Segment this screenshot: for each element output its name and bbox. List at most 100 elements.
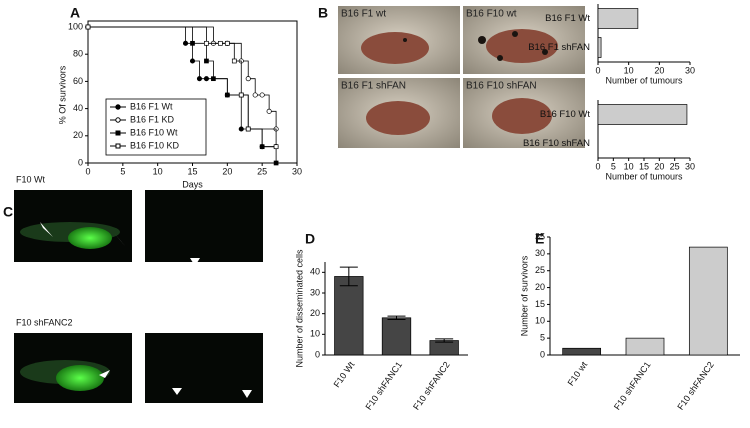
marker (218, 40, 223, 46)
x-tick-label: 30 (685, 161, 695, 171)
y-tick-label: 5 (540, 333, 545, 343)
photo-label: F10 shFANC2 (16, 317, 73, 327)
photo-grid (338, 6, 585, 148)
x-tick-label: F10 shFANC2 (675, 360, 716, 412)
image (145, 190, 263, 262)
x-tick-label: F10 shFANC1 (363, 360, 404, 412)
y-tick-label: 80 (73, 49, 83, 59)
y-tick-label: 40 (310, 267, 320, 277)
x-tick-label: 0 (595, 161, 600, 171)
x-tick-label: 0 (595, 65, 600, 75)
marker (273, 160, 279, 166)
bar (597, 8, 639, 29)
marker (204, 40, 209, 46)
x-axis-label: Days (182, 179, 203, 189)
photo-label: B16 F10 wt (466, 9, 517, 20)
y-tick-label: 10 (535, 316, 545, 326)
marker (224, 92, 230, 98)
x-axis-label: Number of tumours (605, 75, 683, 85)
marker (182, 40, 189, 46)
tumour-spots (403, 31, 548, 61)
marker (252, 92, 258, 98)
x-tick-label: 30 (292, 166, 302, 176)
marker (231, 58, 237, 64)
x-tick-label: 15 (187, 166, 197, 176)
marker (245, 76, 251, 82)
fluorescence-images (14, 190, 263, 403)
y-tick-label: 15 (535, 299, 545, 309)
y-tick-label: B16 F10 shFAN (523, 138, 590, 149)
y-tick-label: 20 (73, 130, 83, 140)
error-bar (387, 315, 406, 320)
x-tick-label: 15 (639, 161, 649, 171)
panel-label: A (70, 5, 80, 21)
marker (190, 40, 195, 46)
y-axis-label: % Of survivors (57, 65, 67, 124)
bar (597, 104, 688, 125)
marker (211, 76, 216, 82)
marker (85, 24, 91, 30)
y-tick-label: 0 (315, 349, 320, 359)
x-tick-label: F10 shFANC1 (612, 360, 653, 412)
marker (203, 76, 209, 82)
y-tick-label: 20 (310, 308, 320, 318)
y-tick-label: 35 (535, 231, 545, 241)
legend-label: B16 F1 Wt (130, 101, 173, 111)
y-tick-label: B16 F1 Wt (545, 13, 590, 24)
x-axis-label: Number of tumours (605, 171, 683, 181)
x-tick-label: 0 (85, 166, 90, 176)
marker (224, 40, 230, 46)
y-axis-label: Number of disseminated cells (294, 249, 304, 368)
bar (429, 340, 459, 356)
x-tick-label: 25 (670, 161, 680, 171)
panel-label: C (3, 204, 13, 220)
panel-label: B (318, 5, 328, 21)
legend-label: B16 F1 KD (130, 114, 175, 124)
x-tick-label: 20 (654, 161, 664, 171)
y-tick-label: 25 (535, 265, 545, 275)
y-tick-label: 30 (535, 248, 545, 258)
x-tick-label: 20 (222, 166, 232, 176)
marker (259, 144, 265, 150)
marker (238, 126, 244, 132)
y-tick-label: 60 (73, 76, 83, 86)
x-tick-label: 10 (624, 65, 634, 75)
x-tick-label: 10 (624, 161, 634, 171)
photo-label: F10 Wt (16, 174, 46, 184)
y-tick-label: B16 F1 shFAN (528, 42, 590, 53)
y-tick-label: 10 (310, 329, 320, 339)
x-tick-label: 25 (257, 166, 267, 176)
legend-marker (115, 104, 121, 110)
x-tick-label: 10 (153, 166, 163, 176)
bar (562, 347, 602, 356)
y-tick-label: 20 (535, 282, 545, 292)
bar (597, 37, 602, 58)
survival-line (88, 26, 277, 163)
legend-label: B16 F10 Wt (130, 127, 178, 137)
panel-label: D (305, 231, 315, 247)
y-tick-label: 0 (540, 349, 545, 359)
x-tick-label: 30 (685, 65, 695, 75)
y-tick-label: 30 (310, 287, 320, 297)
arrows (40, 222, 252, 398)
x-tick-label: 5 (611, 161, 616, 171)
marker (189, 58, 196, 64)
panel-label: E (535, 231, 544, 247)
bar (334, 276, 364, 356)
y-axis-label: Number of survivors (519, 255, 529, 336)
y-tick-label: 40 (73, 103, 83, 113)
x-tick-label: 5 (120, 166, 125, 176)
legend-marker (115, 130, 121, 136)
marker (204, 58, 209, 64)
y-tick-label: 100 (68, 21, 83, 31)
legend-label: B16 F10 KD (130, 140, 180, 150)
y-tick-label: 0 (78, 157, 83, 167)
marker (196, 76, 203, 82)
x-tick-label: F10 Wt (332, 359, 357, 389)
error-bar (435, 338, 454, 343)
x-tick-label: F10 wt (566, 359, 590, 387)
legend-marker (115, 117, 121, 123)
photo-label: B16 F1 wt (341, 9, 386, 20)
bar (688, 246, 728, 356)
